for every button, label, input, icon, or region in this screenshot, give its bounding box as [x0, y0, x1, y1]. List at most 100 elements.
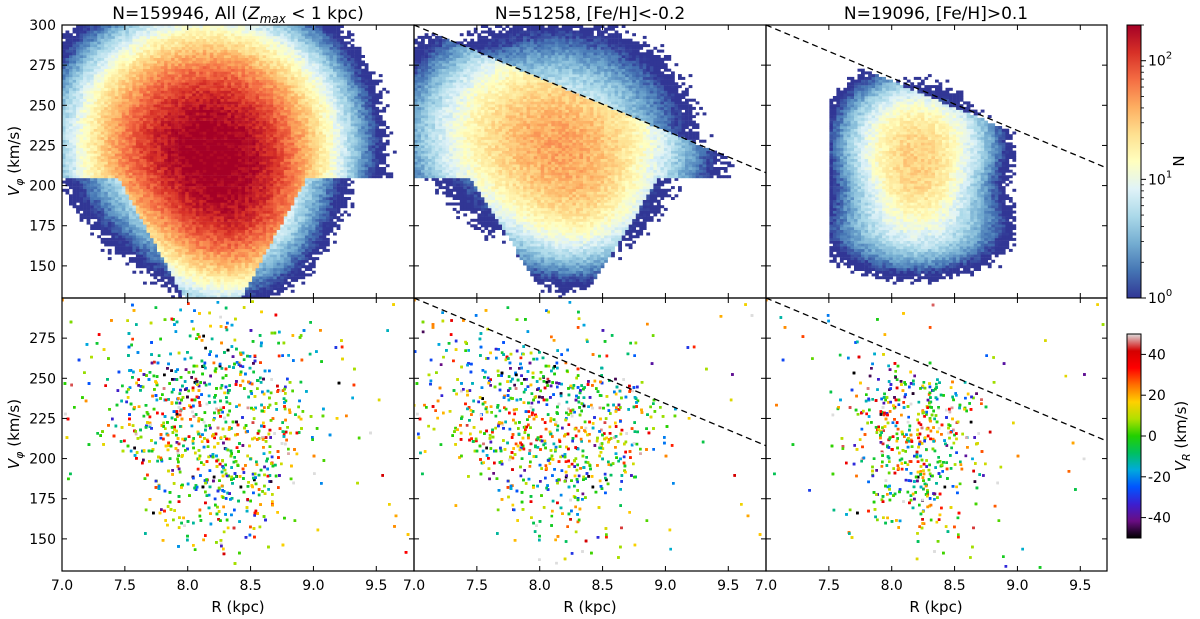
heatmap-cell	[178, 44, 182, 48]
heatmap-cell	[241, 177, 246, 181]
heatmap-cell	[107, 240, 112, 244]
heatmap-cell	[132, 52, 137, 56]
heatmap-cell	[79, 180, 84, 184]
heatmap-cell	[164, 177, 168, 181]
heatmap-cell	[100, 248, 105, 252]
heatmap-cell	[167, 123, 172, 127]
heatmap-cell	[128, 177, 133, 181]
heatmap-cell	[79, 68, 84, 72]
heatmap-cell	[185, 199, 189, 203]
heatmap-cell	[227, 289, 232, 293]
heatmap-cell	[185, 106, 189, 110]
heatmap-cell	[188, 172, 193, 176]
heatmap-cell	[192, 30, 196, 34]
heatmap-cell	[104, 106, 108, 110]
heatmap-cell	[231, 235, 235, 239]
heatmap-cell	[223, 289, 228, 293]
heatmap-cell	[209, 284, 214, 288]
heatmap-cell	[209, 136, 214, 140]
heatmap-cell	[153, 96, 158, 99]
heatmap-cell	[121, 229, 126, 233]
heatmap-cell	[100, 74, 105, 78]
heatmap-cell	[192, 246, 196, 250]
heatmap-cell	[178, 167, 182, 170]
heatmap-cell	[206, 216, 211, 220]
heatmap-cell	[146, 265, 151, 269]
heatmap-cell	[97, 213, 101, 217]
heatmap-cell	[65, 41, 70, 45]
heatmap-cell	[199, 46, 204, 50]
heatmap-cell	[132, 66, 137, 69]
heatmap-cell	[206, 147, 211, 151]
heatmap-cell	[223, 188, 228, 192]
heatmap-cell	[83, 104, 87, 108]
heatmap-cell	[188, 145, 193, 149]
heatmap-cell	[245, 145, 249, 149]
heatmap-cell	[231, 38, 235, 42]
heatmap-cell	[128, 199, 133, 203]
heatmap-cell	[125, 25, 130, 28]
heatmap-cell	[223, 210, 228, 214]
heatmap-cell	[178, 131, 182, 135]
heatmap-cell	[223, 147, 228, 151]
heatmap-cell	[223, 131, 228, 135]
heatmap-cell	[164, 57, 168, 61]
heatmap-cell	[181, 128, 186, 132]
heatmap-cell	[125, 87, 130, 91]
heatmap-cell	[72, 197, 77, 200]
heatmap-cell	[245, 270, 249, 274]
heatmap-cell	[65, 147, 70, 151]
heatmap-cell	[195, 49, 200, 53]
heatmap-cell	[167, 205, 172, 209]
heatmap-cell	[202, 270, 207, 274]
heatmap-cell	[118, 90, 123, 94]
heatmap-cell	[111, 38, 116, 42]
heatmap-cell	[199, 150, 204, 154]
heatmap-cell	[171, 183, 175, 187]
heatmap-cell	[97, 30, 101, 34]
heatmap-cell	[188, 191, 193, 195]
heatmap-cell	[164, 180, 168, 184]
heatmap-cell	[164, 240, 168, 244]
heatmap-cell	[139, 82, 144, 86]
heatmap-cell	[181, 87, 186, 91]
heatmap-cell	[157, 98, 161, 102]
heatmap-cell	[86, 126, 91, 129]
heatmap-cell	[188, 66, 193, 69]
heatmap-cell	[199, 164, 204, 168]
heatmap-cell	[220, 175, 225, 179]
heatmap-cell	[114, 251, 119, 255]
heatmap-cell	[202, 109, 207, 113]
heatmap-cell	[111, 150, 116, 154]
heatmap-cell	[248, 172, 253, 176]
heatmap-cell	[245, 134, 249, 138]
heatmap-cell	[125, 38, 130, 42]
heatmap-cell	[223, 284, 228, 288]
heatmap-cell	[143, 246, 147, 250]
heatmap-cell	[216, 55, 221, 58]
heatmap-cell	[121, 82, 126, 86]
heatmap-cell	[216, 126, 221, 129]
heatmap-cell	[104, 136, 108, 140]
heatmap-cell	[255, 221, 260, 225]
heatmap-cell	[178, 257, 182, 261]
heatmap-cell	[234, 55, 239, 58]
heatmap-cell	[83, 147, 87, 151]
heatmap-cell	[178, 164, 182, 168]
heatmap-cell	[86, 55, 91, 58]
heatmap-cell	[199, 278, 204, 282]
heatmap-cell	[252, 265, 256, 269]
heatmap-cell	[139, 265, 144, 269]
heatmap-cell	[185, 161, 189, 165]
heatmap-cell	[114, 248, 119, 252]
heatmap-cell	[252, 109, 256, 113]
heatmap-cell	[104, 66, 108, 69]
heatmap-cell	[171, 128, 175, 132]
heatmap-cell	[69, 71, 73, 75]
heatmap-cell	[185, 153, 189, 157]
heatmap-cell	[216, 292, 221, 296]
heatmap-cell	[223, 57, 228, 61]
heatmap-cell	[231, 44, 235, 48]
heatmap-cell	[223, 194, 228, 198]
heatmap-cell	[181, 265, 186, 269]
